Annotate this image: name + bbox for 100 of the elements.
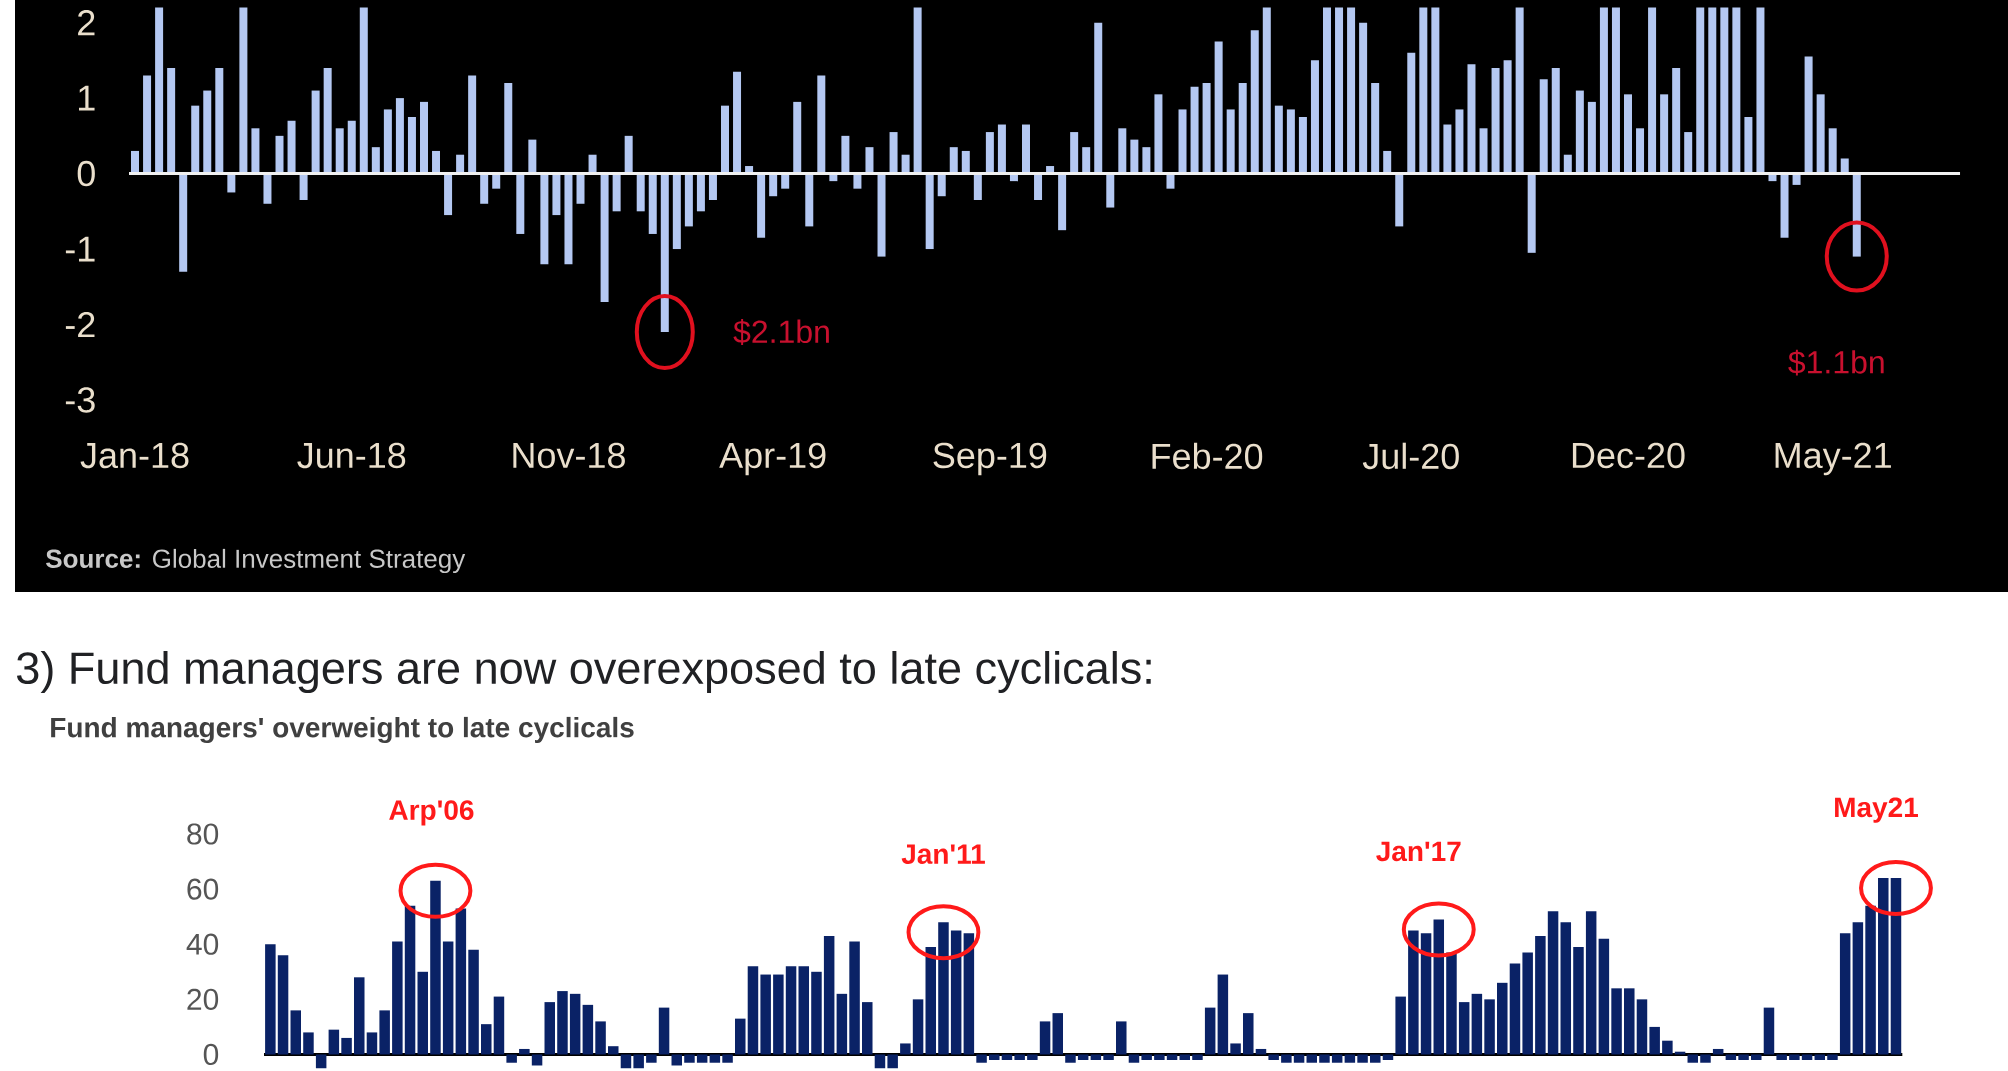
bar (1065, 1054, 1076, 1063)
bar (1082, 147, 1091, 174)
bar (1563, 154, 1572, 174)
bar (841, 135, 850, 174)
bar (1599, 7, 1608, 174)
bar (430, 880, 441, 1055)
bar (733, 71, 742, 174)
bar (1371, 83, 1380, 174)
bar (1408, 930, 1419, 1055)
bar (277, 955, 289, 1055)
bar (287, 120, 296, 174)
bar (648, 173, 657, 234)
bar (708, 173, 717, 200)
bar (179, 173, 188, 272)
chart-subtitle: Fund managers' overweight to late cyclicals (51, 716, 634, 744)
bar (1624, 988, 1635, 1055)
bar (1226, 109, 1235, 174)
bar (1090, 1054, 1102, 1060)
bar (155, 7, 164, 174)
bar (569, 993, 581, 1055)
bar (1522, 952, 1533, 1055)
bar (781, 173, 790, 189)
bar (1560, 922, 1572, 1055)
bar (1865, 905, 1876, 1055)
bar (1503, 60, 1512, 174)
bar (263, 173, 272, 204)
bar (1238, 83, 1247, 174)
bar (757, 173, 766, 238)
bar (760, 974, 771, 1055)
x-tick-label: Jun-18 (297, 442, 406, 469)
bar (1479, 128, 1488, 174)
bar (366, 1032, 378, 1055)
bar (636, 173, 645, 212)
bar (1128, 1054, 1140, 1063)
bar (1142, 147, 1151, 174)
y-tick-label: 1 (79, 85, 95, 111)
bar (1331, 1054, 1343, 1063)
bar (913, 7, 922, 174)
bar (1344, 1054, 1356, 1063)
bar (973, 173, 982, 200)
bar (722, 1054, 733, 1063)
bar (215, 67, 224, 174)
bar (747, 966, 759, 1055)
text: May21 (1835, 797, 1918, 823)
bar (1395, 996, 1406, 1055)
bar (1058, 173, 1067, 231)
bar (1014, 1054, 1025, 1060)
bar (1021, 124, 1030, 174)
bar (1636, 128, 1645, 174)
bar (1687, 1054, 1699, 1063)
bar (468, 949, 479, 1055)
bar (227, 173, 236, 193)
bar (1204, 1007, 1216, 1055)
bar (1672, 67, 1681, 174)
bar (912, 999, 924, 1055)
bar (1179, 1054, 1191, 1060)
bar (1094, 22, 1103, 174)
bar (417, 971, 429, 1055)
bar (1166, 173, 1175, 189)
bar (1359, 22, 1368, 174)
bar (624, 135, 633, 174)
bar (1878, 878, 1889, 1055)
bar (251, 128, 260, 174)
bar (1431, 7, 1440, 174)
bar (658, 1007, 670, 1055)
bar (203, 90, 212, 174)
bar (793, 101, 802, 174)
bar (516, 173, 525, 234)
bar (862, 1002, 873, 1055)
bar (1178, 109, 1187, 174)
y-tick-label: 40 (186, 933, 219, 955)
bar (1852, 922, 1864, 1055)
bar (1052, 1013, 1064, 1055)
bar (1636, 999, 1648, 1055)
bar (303, 1032, 314, 1055)
bar (1497, 982, 1508, 1055)
bar (1103, 1054, 1114, 1060)
bar (588, 154, 597, 174)
bar (341, 1037, 352, 1055)
x-tick-label: Apr-19 (719, 442, 826, 476)
bar (1281, 1054, 1292, 1063)
bar (1347, 7, 1356, 174)
x-tick-label: Dec-20 (1572, 442, 1685, 469)
bar (989, 1054, 1000, 1060)
bar (143, 75, 152, 174)
y-tick-label: 20 (187, 988, 219, 1010)
bar (1274, 105, 1283, 174)
bar (1298, 116, 1307, 174)
bar (323, 67, 332, 174)
bar (311, 90, 320, 174)
bar (1192, 1054, 1203, 1060)
y-tick-label: 2 (78, 10, 95, 36)
bar (1243, 1013, 1254, 1055)
bar (552, 173, 561, 216)
bar (1547, 911, 1559, 1055)
bar (785, 966, 797, 1055)
bar (1751, 1054, 1762, 1060)
bar (1732, 7, 1741, 174)
bar (131, 150, 140, 174)
y-tick-label: -2 (65, 311, 95, 338)
